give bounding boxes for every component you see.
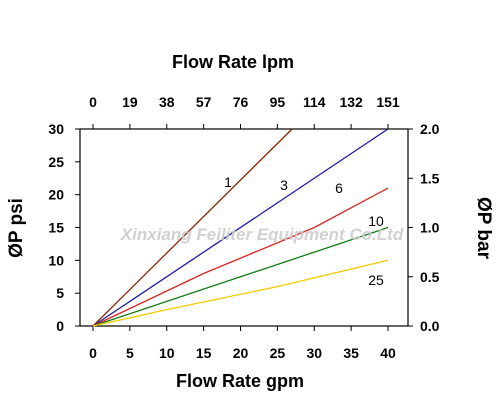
top-tick-label: 151 — [376, 94, 400, 110]
series-label-25: 25 — [368, 272, 384, 288]
x-tick-label: 0 — [89, 345, 97, 361]
y-tick-label: 15 — [48, 220, 64, 236]
y-tick-label: 25 — [48, 154, 64, 170]
y-tick-label: 30 — [48, 121, 64, 137]
watermark-text: Xinxiang Feiliter Equipment Co.Ltd — [120, 225, 404, 244]
y-tick-label: 5 — [56, 285, 64, 301]
left-axis-title: ØP psi — [6, 198, 27, 258]
top-tick-label: 114 — [303, 94, 326, 110]
series-layer — [92, 128, 389, 327]
series-line-6 — [92, 187, 389, 327]
series-label-1: 1 — [224, 174, 232, 190]
y-tick-label: 0 — [56, 318, 64, 334]
y-right-tick-label: 2.0 — [420, 121, 440, 137]
series-label-6: 6 — [335, 180, 343, 196]
top-tick-label: 19 — [122, 94, 138, 110]
x-tick-label: 20 — [233, 345, 249, 361]
top-tick-label: 0 — [89, 94, 97, 110]
y-right-tick-label: 0.5 — [420, 269, 440, 285]
x-tick-label: 5 — [126, 345, 134, 361]
series-line-10 — [92, 226, 389, 327]
x-tick-label: 15 — [196, 345, 212, 361]
y-tick-label: 10 — [48, 252, 64, 268]
series-line-1 — [92, 128, 293, 327]
series-label-3: 3 — [280, 177, 288, 193]
top-tick-label: 76 — [233, 94, 249, 110]
top-tick-label: 38 — [159, 94, 175, 110]
x-tick-label: 25 — [270, 345, 286, 361]
top-tick-label: 57 — [196, 94, 212, 110]
series-labels-layer: 1 3 6 10 25 — [224, 174, 384, 288]
top-axis-title: Flow Rate lpm — [172, 52, 294, 72]
top-tick-label: 132 — [339, 94, 363, 110]
ticks-layer: 0 5 10 15 20 25 30 35 400 19 38 57 76 95 114 132 1510510… — [48, 94, 439, 361]
x-tick-label: 10 — [159, 345, 175, 361]
right-axis-title: ØP bar — [473, 197, 494, 260]
x-tick-label: 35 — [343, 345, 359, 361]
y-right-tick-label: 1.0 — [420, 220, 440, 236]
x-tick-label: 30 — [306, 345, 322, 361]
y-tick-label: 20 — [48, 187, 64, 203]
y-right-tick-label: 1.5 — [420, 170, 440, 186]
series-label-10: 10 — [368, 213, 384, 229]
x-tick-label: 40 — [380, 345, 396, 361]
series-line-3 — [92, 128, 389, 327]
y-right-tick-label: 0.0 — [420, 318, 440, 334]
series-line-25 — [92, 259, 389, 327]
top-tick-label: 95 — [270, 94, 286, 110]
bottom-axis-title: Flow Rate gpm — [176, 371, 304, 391]
